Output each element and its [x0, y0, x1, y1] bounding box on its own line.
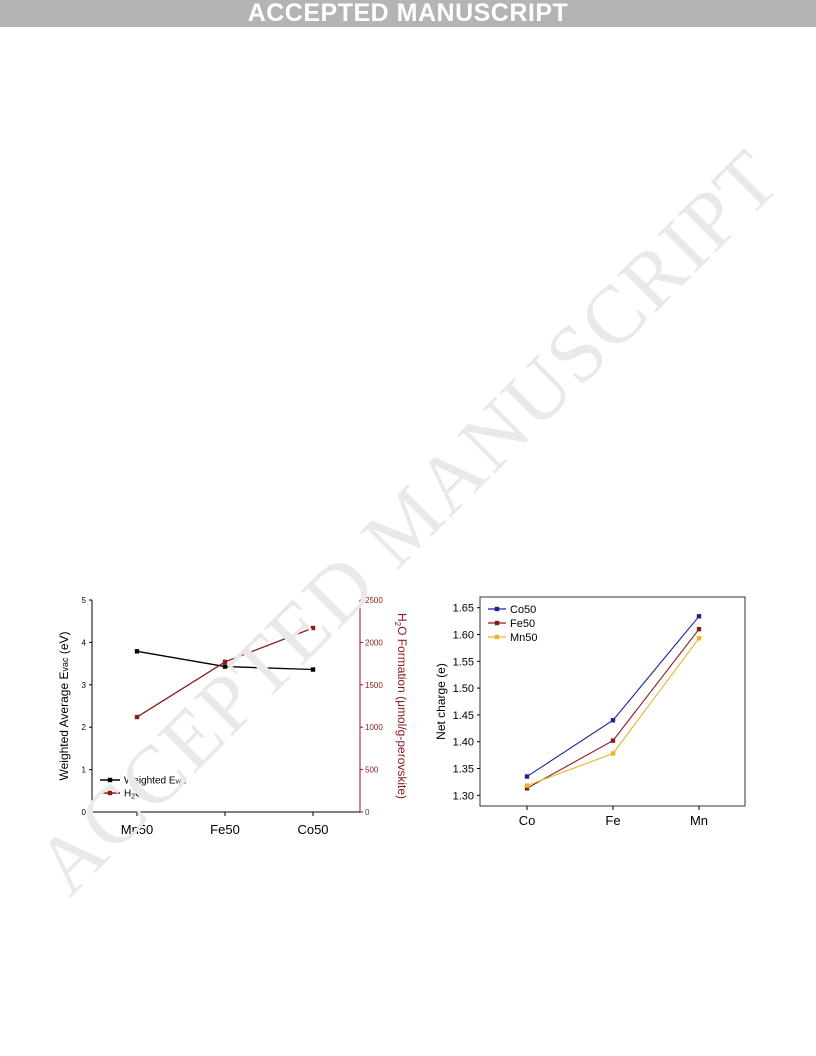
y-tick-label: 4: [82, 638, 87, 647]
legend-marker: [494, 634, 500, 640]
accepted-manuscript-banner: ACCEPTED MANUSCRIPT: [0, 0, 816, 27]
data-point-0: [696, 614, 702, 619]
x-tick-label: Fe: [605, 813, 620, 828]
y-tick-label: 1.50: [453, 683, 474, 695]
legend-label-sub: vac: [176, 779, 187, 786]
y2-axis-title-main: H: [395, 613, 409, 622]
y-tick-label: 1.40: [453, 737, 474, 749]
y-tick-label: 1: [82, 766, 87, 775]
y-tick-label: 5: [82, 596, 87, 605]
legend-label-tail: O: [135, 789, 143, 800]
legend-label: Fe50: [510, 618, 535, 630]
data-point-2: [696, 636, 702, 641]
x-tick-label: Co50: [297, 822, 328, 837]
x-tick-label: Fe50: [210, 822, 240, 837]
legend-label: Co50: [510, 604, 536, 616]
series-line-2: [526, 637, 700, 787]
legend-label: H2O: [124, 789, 143, 801]
y-axis-title-sub: vac: [60, 657, 70, 672]
y-tick-label: 1.35: [453, 763, 474, 775]
y-tick-label: 3: [82, 681, 87, 690]
x-tick-label: Mn: [690, 813, 708, 828]
data-point-2: [610, 751, 616, 756]
evac-h2o-chart: 0 1 2 3 4 5 0 500 1000 1500 2000 2500 Mn50 Fe50 Co50 We…: [57, 596, 409, 837]
y-axis-title-tail: (eV): [57, 632, 71, 658]
x-tick-label: Co: [519, 813, 536, 828]
y2-tick-label: 2500: [365, 596, 383, 605]
legend-label-main: Weighted E: [124, 776, 176, 787]
y2-axis-title-tail: O Formation (μmol/g-perovskite): [395, 626, 409, 799]
y-tick-label: 1.60: [453, 630, 474, 642]
y2-axis-title-sub: 2: [393, 622, 402, 627]
legend-marker: [494, 620, 500, 626]
y2-tick-label: 1500: [365, 681, 383, 690]
legend-label-sub: 2: [131, 794, 135, 801]
data-point-1: [524, 786, 530, 791]
x-tick-label: Mn50: [121, 822, 154, 837]
y2-tick-label: 1000: [365, 723, 383, 732]
y-tick-label: 1.65: [453, 603, 474, 615]
legend-label-main: H: [124, 789, 131, 800]
y2-axis-title: H2O Formation (μmol/g-perovskite): [393, 613, 409, 799]
legend-label: Mn50: [510, 632, 538, 644]
data-point-1: [696, 626, 702, 632]
series-line-1: [526, 628, 700, 789]
data-point-1: [134, 714, 140, 720]
legend-label: Weighted Evac: [124, 776, 187, 787]
legend-marker: [107, 777, 113, 783]
y-tick-label: 1.45: [453, 710, 474, 722]
data-point-0: [610, 718, 616, 723]
y-tick-label: 0: [82, 808, 87, 817]
data-point-1: [222, 659, 228, 665]
y2-tick-label: 500: [365, 766, 379, 775]
y-tick-label: 1.30: [453, 790, 474, 802]
legend-marker: [107, 790, 113, 796]
y-tick-label: 2: [82, 723, 87, 732]
data-point-2: [524, 783, 530, 788]
series-line-1: [136, 627, 314, 718]
data-point-0: [134, 649, 140, 654]
data-point-0: [524, 774, 530, 779]
banner-text: ACCEPTED MANUSCRIPT: [247, 0, 569, 27]
data-point-0: [310, 667, 316, 672]
data-point-0: [222, 664, 228, 669]
data-point-1: [310, 625, 316, 631]
y-axis-title: Weighted Average Evac (eV): [57, 632, 71, 781]
data-point-1: [610, 738, 616, 743]
y-axis-title-main: Weighted Average E: [57, 672, 71, 781]
y-tick-label: 1.55: [453, 656, 474, 668]
legend-marker: [494, 606, 500, 612]
y2-tick-label: 2000: [365, 638, 383, 647]
y2-tick-label: 0: [365, 808, 370, 817]
net-charge-chart: 1.30 1.35 1.40 1.45 1.50 1.55 1.60 1.65 Co Fe Mn Ne…: [434, 596, 746, 828]
y-axis-title: Net charge (e): [434, 663, 448, 740]
